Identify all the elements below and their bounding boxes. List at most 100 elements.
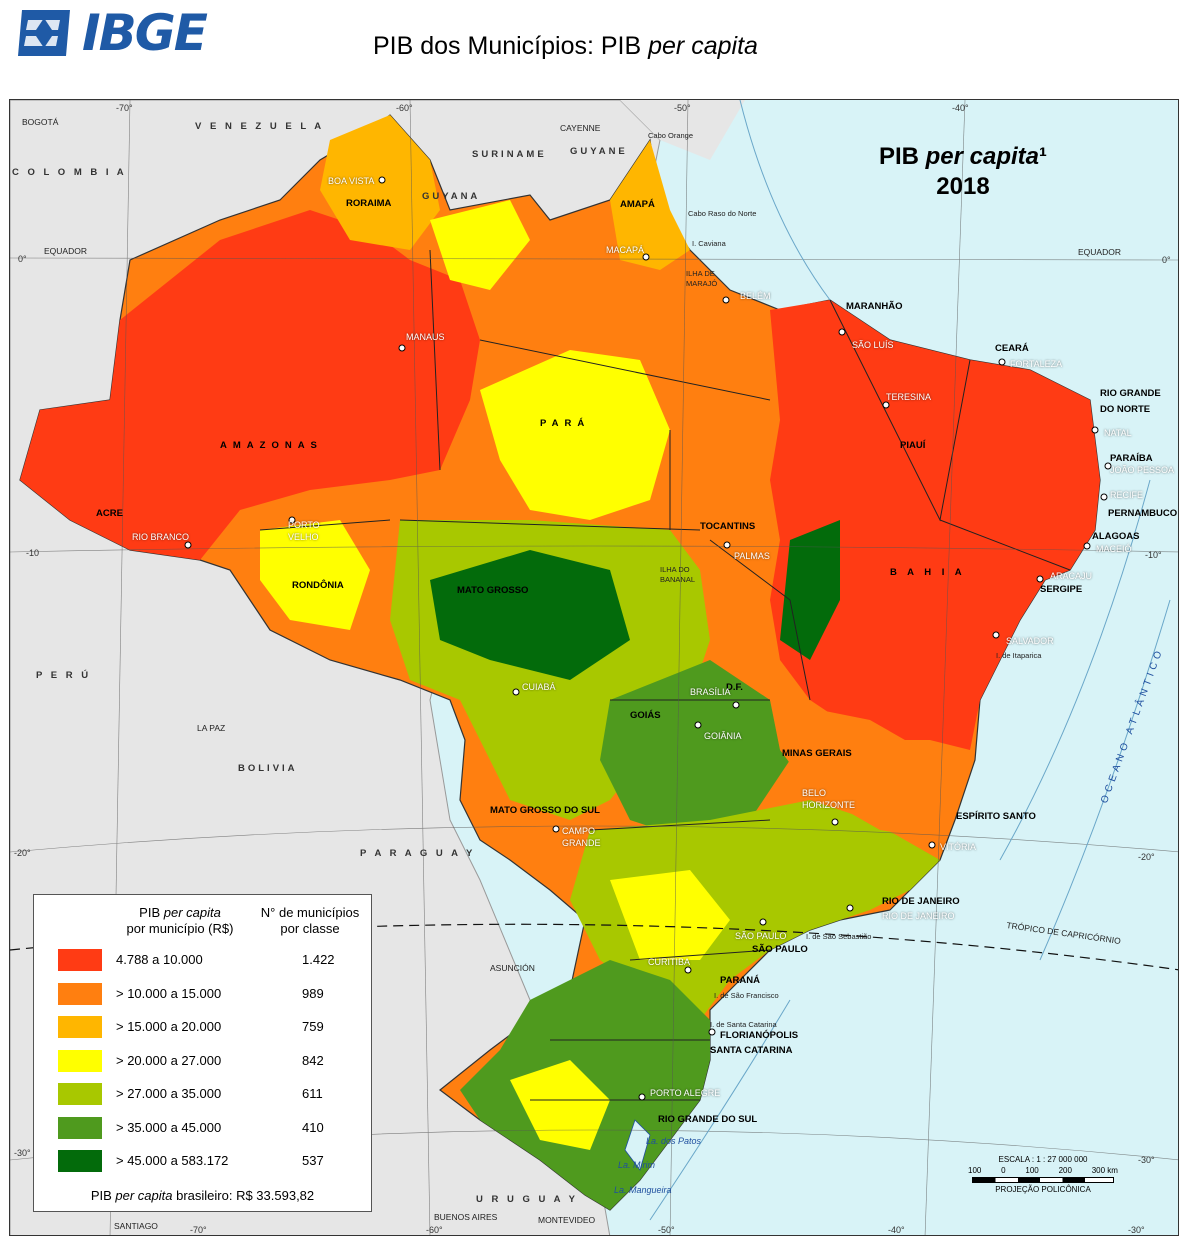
legend-count: 1.422 bbox=[302, 952, 335, 967]
region-southeast-yellow bbox=[610, 870, 730, 960]
state-label: AMAZONAS bbox=[220, 440, 323, 451]
city-label: MANAUS bbox=[406, 332, 445, 342]
city-label: MACAPÁ bbox=[606, 245, 645, 255]
logo-text: IBGE bbox=[82, 4, 208, 62]
city-label: BELO bbox=[802, 788, 827, 798]
legend-range: > 27.000 a 35.000 bbox=[116, 1086, 222, 1101]
grid-label: -70° bbox=[190, 1225, 207, 1235]
city-label: BOA VISTA bbox=[328, 176, 375, 186]
legend-range: > 35.000 a 45.000 bbox=[116, 1120, 222, 1135]
state-label: ESPÍRITO SANTO bbox=[956, 811, 1036, 822]
legend-count: 989 bbox=[302, 986, 324, 1001]
city-label: RIO DE JANEIRO bbox=[882, 911, 955, 921]
grid-label: 0° bbox=[1162, 255, 1171, 265]
country-label: U R U G U A Y bbox=[476, 1194, 578, 1205]
grid-label: -50° bbox=[658, 1225, 675, 1235]
scale-tick: 200 bbox=[1058, 1166, 1072, 1175]
state-label: SERGIPE bbox=[1040, 584, 1083, 595]
state-label: PIAUÍ bbox=[900, 440, 926, 451]
country-label: P E R Ú bbox=[36, 670, 92, 681]
legend-count: 842 bbox=[302, 1053, 324, 1068]
grid-label: -40° bbox=[952, 103, 969, 113]
state-label: MATO GROSSO bbox=[457, 585, 529, 596]
state-label: DO NORTE bbox=[1100, 404, 1151, 415]
city-label: TERESINA bbox=[886, 392, 932, 402]
legend-count: 537 bbox=[302, 1153, 324, 1168]
place-label: BANANAL bbox=[660, 575, 696, 584]
city-label: CAMPO bbox=[562, 826, 596, 836]
page-title: PIB dos Municípios: PIB per capita bbox=[373, 32, 758, 60]
grid-label: -10° bbox=[1145, 550, 1162, 560]
place-label: ILHA DO bbox=[660, 565, 690, 574]
grid-label: -70° bbox=[116, 103, 133, 113]
state-label: RIO GRANDE DO SUL bbox=[658, 1114, 758, 1125]
state-label: RIO DE JANEIRO bbox=[882, 896, 960, 907]
state-borders bbox=[259, 249, 1071, 1101]
choropleth-map: PIB per capita¹ 2018 -70° -60° -50° -40°… bbox=[9, 99, 1179, 1236]
legend-header-value: PIB per capita por município (R$) bbox=[126, 905, 234, 936]
grid-label: -20° bbox=[1138, 852, 1155, 862]
grid-label: -10 bbox=[26, 548, 40, 558]
foreign-capital-label: CAYENNE bbox=[560, 123, 601, 133]
scale-ticks: 100 0 100 200 300 km bbox=[968, 1166, 1118, 1175]
lagoon-label: La. Mirim bbox=[618, 1160, 656, 1170]
region-amapa bbox=[610, 140, 690, 270]
city-label: SALVADOR bbox=[1006, 636, 1054, 646]
ibge-logo-mark-icon bbox=[18, 10, 70, 56]
city-label: PORTO bbox=[288, 520, 320, 530]
state-label: MINAS GERAIS bbox=[782, 748, 852, 759]
foreign-capital-label: MONTEVIDEO bbox=[538, 1215, 596, 1225]
state-label: PARANÁ bbox=[720, 975, 760, 986]
city-label: PORTO ALEGRE bbox=[650, 1088, 721, 1098]
legend-count: 759 bbox=[302, 1019, 324, 1034]
state-label: MARANHÃO bbox=[846, 301, 903, 312]
city-label: JOÃO PESSOA bbox=[1110, 465, 1175, 475]
map-title: PIB per capita¹ 2018 bbox=[878, 143, 1048, 200]
legend-row: > 10.000 a 15.000 989 bbox=[58, 983, 358, 1007]
lagoon-label: La. Mangueira bbox=[614, 1185, 672, 1195]
state-label: B A H I A bbox=[890, 567, 966, 578]
grid-label: -30° bbox=[14, 1148, 31, 1158]
legend: PIB per capita por município (R$) N° de … bbox=[33, 894, 372, 1212]
region-northeast bbox=[770, 300, 1100, 750]
city-label: FLORIANÓPOLIS bbox=[720, 1030, 799, 1041]
city-label: BELÉM bbox=[740, 291, 771, 301]
legend-swatch bbox=[58, 949, 102, 971]
legend-swatch bbox=[58, 1016, 102, 1038]
foreign-capital-label: LA PAZ bbox=[197, 723, 226, 733]
legend-range: > 10.000 a 15.000 bbox=[116, 986, 222, 1001]
city-label: RIO BRANCO bbox=[132, 532, 190, 542]
state-label: PERNAMBUCO bbox=[1108, 508, 1178, 519]
state-label: AMAPÁ bbox=[620, 199, 655, 210]
foreign-capital-label: ASUNCIÓN bbox=[490, 963, 535, 973]
grid-label: -60° bbox=[426, 1225, 443, 1235]
place-label: I. de Santa Catarina bbox=[710, 1020, 777, 1029]
scale-tick: 100 bbox=[1025, 1166, 1039, 1175]
projection-label: PROJEÇÃO POLICÔNICA bbox=[995, 1185, 1091, 1194]
legend-row: 4.788 a 10.000 1.422 bbox=[58, 949, 358, 973]
grid-label: -40° bbox=[888, 1225, 905, 1235]
scale-bar-graphic bbox=[972, 1177, 1114, 1183]
place-label: MARAJÓ bbox=[686, 279, 718, 288]
legend-swatch bbox=[58, 1083, 102, 1105]
foreign-capital-label: SANTIAGO bbox=[114, 1221, 158, 1231]
legend-count: 410 bbox=[302, 1120, 324, 1135]
city-label: CURITIBA bbox=[648, 957, 691, 967]
grid-label: -60° bbox=[396, 103, 413, 113]
country-label: P A R A G U A Y bbox=[360, 848, 476, 859]
legend-range: > 20.000 a 27.000 bbox=[116, 1053, 222, 1068]
ibge-logo: IBGE bbox=[14, 4, 208, 62]
city-label: FORTALEZA bbox=[1010, 359, 1063, 369]
grid-label: -20° bbox=[14, 848, 31, 858]
city-label: SÃO LUÍS bbox=[852, 340, 894, 350]
state-label: PARÁ bbox=[540, 418, 591, 429]
region-southeast bbox=[570, 800, 940, 1020]
legend-count: 611 bbox=[302, 1086, 323, 1101]
city-label: SÃO PAULO bbox=[735, 931, 787, 941]
country-label: GUYANA bbox=[422, 191, 481, 202]
city-label: RECIFE bbox=[1110, 490, 1144, 500]
city-label: BRASÍLIA bbox=[690, 687, 731, 697]
country-label: SURINAME bbox=[472, 149, 547, 160]
legend-row: > 45.000 a 583.172 537 bbox=[58, 1150, 358, 1174]
place-label: I. de Itaparica bbox=[996, 651, 1042, 660]
